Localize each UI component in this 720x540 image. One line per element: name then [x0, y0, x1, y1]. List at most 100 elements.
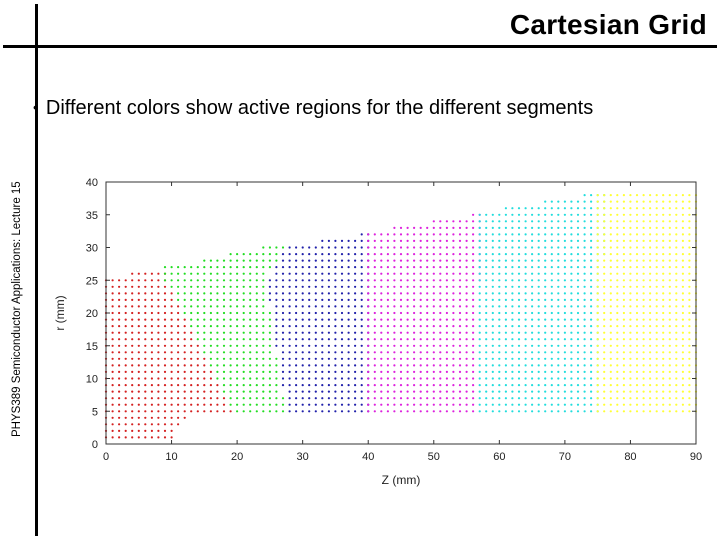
grid-point [288, 390, 291, 393]
grid-point [131, 357, 134, 360]
grid-point [478, 279, 481, 282]
grid-point [655, 292, 658, 295]
grid-point [334, 357, 337, 360]
grid-point [590, 194, 593, 197]
grid-point [655, 259, 658, 262]
grid-point [472, 357, 475, 360]
grid-point [170, 305, 173, 308]
grid-point [570, 325, 573, 328]
grid-point [576, 318, 580, 321]
grid-point [675, 410, 678, 413]
grid-point [655, 239, 658, 242]
grid-point [563, 344, 567, 347]
grid-point [111, 285, 114, 288]
grid-point [334, 344, 337, 347]
grid-point [668, 357, 671, 360]
grid-point [347, 298, 350, 301]
grid-point [649, 377, 652, 380]
grid-point [662, 331, 665, 334]
grid-point [662, 370, 665, 373]
grid-point [373, 351, 376, 354]
grid-point [531, 246, 534, 249]
grid-point [616, 357, 619, 360]
grid-point [295, 311, 298, 315]
grid-point [360, 344, 363, 347]
grid-point [255, 259, 258, 262]
grid-point [373, 325, 376, 328]
grid-point [419, 403, 422, 406]
grid-point [662, 410, 665, 413]
grid-point [616, 410, 619, 413]
grid-point [491, 331, 494, 334]
grid-point [367, 364, 370, 367]
grid-point [635, 292, 639, 295]
grid-point [452, 397, 455, 400]
grid-point [603, 403, 606, 406]
grid-point [406, 377, 409, 380]
series-5-points [478, 194, 606, 413]
grid-point [249, 403, 252, 406]
grid-point [268, 318, 271, 321]
grid-point [413, 351, 416, 354]
grid-point [681, 403, 685, 406]
grid-point [629, 311, 632, 315]
grid-point [603, 364, 606, 367]
grid-point [491, 318, 494, 321]
grid-point [111, 364, 114, 367]
grid-point [386, 272, 389, 275]
grid-point [662, 397, 665, 400]
grid-point [465, 397, 468, 400]
grid-point [544, 377, 547, 380]
grid-point [327, 298, 330, 301]
grid-point [668, 403, 671, 406]
grid-point [340, 377, 344, 380]
grid-point [544, 351, 547, 354]
grid-point [288, 246, 291, 249]
grid-point [517, 338, 521, 341]
grid-point [688, 207, 691, 210]
grid-point [445, 233, 448, 236]
grid-point [544, 239, 547, 242]
grid-point [242, 259, 245, 262]
grid-point [517, 266, 521, 269]
grid-point [380, 370, 383, 373]
grid-point [131, 416, 134, 419]
grid-point [681, 266, 685, 269]
grid-point [183, 318, 186, 321]
grid-point [557, 364, 560, 367]
grid-point [255, 357, 258, 360]
grid-point [583, 246, 586, 249]
grid-point [111, 436, 114, 439]
grid-point [426, 266, 429, 269]
grid-point [314, 298, 317, 301]
grid-point [229, 338, 232, 341]
grid-point [472, 370, 475, 373]
grid-point [550, 246, 553, 249]
grid-point [118, 318, 121, 321]
grid-point [222, 377, 226, 380]
grid-point [649, 292, 652, 295]
grid-point [209, 292, 212, 295]
grid-point [150, 331, 153, 334]
grid-point [432, 272, 435, 275]
grid-point [301, 292, 304, 295]
grid-point [183, 370, 186, 373]
grid-point [609, 279, 612, 282]
grid-point [622, 239, 626, 242]
grid-point [203, 364, 206, 367]
grid-point [413, 357, 416, 360]
grid-point [163, 357, 167, 360]
grid-point [485, 213, 488, 216]
grid-point [340, 397, 344, 400]
grid-point [321, 403, 324, 406]
grid-point [544, 246, 547, 249]
grid-point [157, 305, 160, 308]
grid-point [308, 279, 311, 282]
grid-point [635, 351, 639, 354]
grid-point [222, 298, 226, 301]
grid-point [609, 253, 612, 256]
grid-point [524, 279, 527, 282]
grid-point [668, 318, 671, 321]
grid-point [570, 239, 573, 242]
grid-point [590, 318, 593, 321]
